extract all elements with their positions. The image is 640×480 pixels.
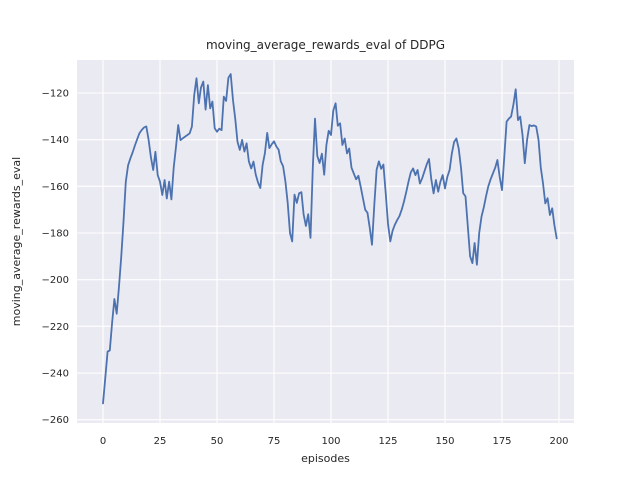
y-tick-label: −240 [42, 369, 69, 380]
y-tick-label: −220 [42, 322, 69, 333]
chart-title: moving_average_rewards_eval of DDPG [206, 38, 445, 52]
x-tick-label: 175 [492, 436, 511, 447]
x-tick-label: 0 [100, 436, 106, 447]
y-tick-label: −160 [42, 182, 69, 193]
series-line [102, 73, 558, 405]
y-tick-label: −140 [42, 135, 69, 146]
y-tick-label: −200 [42, 275, 69, 286]
x-tick-label: 75 [268, 436, 281, 447]
grid-lines [77, 60, 574, 423]
x-tick-labels: 0 25 50 75 100 125 150 175 200 [100, 436, 569, 447]
y-tick-labels: −120 −140 −160 −180 −200 −220 −240 −260 [42, 89, 69, 427]
x-tick-label: 200 [549, 436, 568, 447]
x-tick-label: 25 [154, 436, 167, 447]
x-axis-label: episodes [301, 452, 350, 465]
plot-area [77, 60, 574, 423]
x-tick-label: 100 [321, 436, 340, 447]
y-tick-label: −260 [42, 415, 69, 426]
x-tick-label: 150 [435, 436, 454, 447]
y-tick-label: −180 [42, 229, 69, 240]
y-axis-label: moving_average_rewards_eval [10, 157, 23, 326]
x-tick-label: 125 [378, 436, 397, 447]
y-tick-label: −120 [42, 89, 69, 100]
x-tick-label: 50 [211, 436, 224, 447]
